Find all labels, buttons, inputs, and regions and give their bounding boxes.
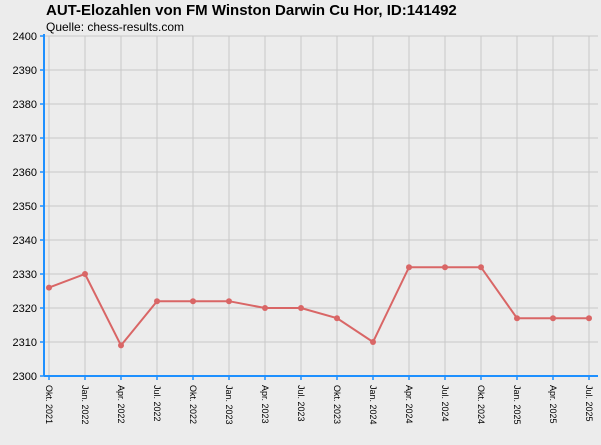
y-tick-label: 2380 bbox=[13, 99, 37, 111]
x-tick-label: Jan. 2024 bbox=[368, 385, 378, 425]
data-point bbox=[46, 284, 52, 291]
x-tick-label: Okt. 2024 bbox=[476, 385, 486, 424]
data-point bbox=[514, 315, 520, 322]
data-point bbox=[190, 298, 196, 305]
data-point bbox=[118, 342, 124, 349]
x-tick-label: Okt. 2022 bbox=[188, 385, 198, 424]
x-tick-label: Okt. 2023 bbox=[332, 385, 342, 424]
data-point bbox=[442, 264, 448, 271]
data-point bbox=[262, 305, 268, 311]
data-point bbox=[154, 298, 160, 305]
y-tick-label: 2400 bbox=[13, 31, 37, 43]
data-point bbox=[82, 271, 88, 277]
series-line bbox=[48, 266, 589, 348]
y-tick-label: 2360 bbox=[13, 167, 37, 179]
data-point bbox=[406, 264, 412, 271]
y-tick-label: 2370 bbox=[13, 133, 37, 145]
x-tick-label: Jan. 2025 bbox=[512, 385, 522, 425]
chart-subtitle: Quelle: chess-results.com bbox=[46, 20, 185, 34]
data-point bbox=[226, 298, 232, 305]
y-tick-label: 2390 bbox=[13, 65, 37, 77]
data-point bbox=[334, 315, 340, 322]
x-tick-label: Jan. 2023 bbox=[224, 385, 234, 425]
data-point bbox=[478, 264, 484, 271]
y-tick-label: 2320 bbox=[13, 303, 37, 315]
data-point bbox=[550, 315, 556, 322]
x-tick-label: Jul. 2022 bbox=[152, 385, 162, 422]
data-point bbox=[298, 305, 304, 311]
x-tick-label: Jul. 2024 bbox=[440, 385, 450, 422]
data-point bbox=[370, 339, 376, 345]
x-tick-label: Jul. 2023 bbox=[296, 385, 306, 422]
x-tick-label: Okt. 2021 bbox=[44, 385, 54, 424]
y-tick-label: 2350 bbox=[13, 201, 37, 213]
x-tick-label: Apr. 2022 bbox=[116, 385, 126, 424]
data-point bbox=[586, 315, 592, 322]
y-tick-label: 2340 bbox=[13, 235, 37, 247]
x-tick-label: Apr. 2024 bbox=[404, 385, 414, 424]
x-tick-label: Jan. 2022 bbox=[80, 385, 90, 425]
y-tick-label: 2300 bbox=[13, 371, 37, 383]
x-tick-label: Apr. 2023 bbox=[260, 385, 270, 424]
x-tick-label: Apr. 2025 bbox=[548, 385, 558, 424]
chart-title: AUT-Elozahlen von FM Winston Darwin Cu H… bbox=[46, 2, 457, 19]
y-tick-label: 2310 bbox=[13, 337, 37, 349]
x-tick-label: Jul. 2025 bbox=[584, 385, 594, 422]
y-tick-label: 2330 bbox=[13, 269, 37, 281]
